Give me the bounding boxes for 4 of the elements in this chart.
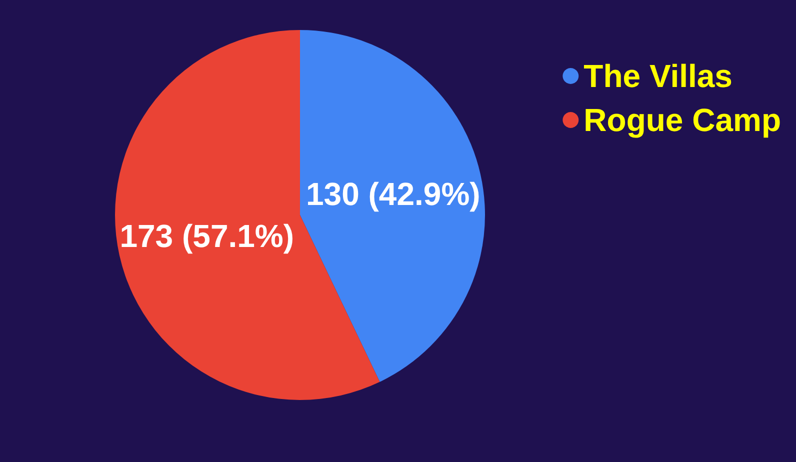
data-label: 173 (57.1%) bbox=[120, 218, 294, 254]
data-label: 130 (42.9%) bbox=[306, 176, 480, 212]
legend-label: Rogue Camp bbox=[584, 102, 781, 138]
legend-label: The Villas bbox=[584, 58, 732, 94]
